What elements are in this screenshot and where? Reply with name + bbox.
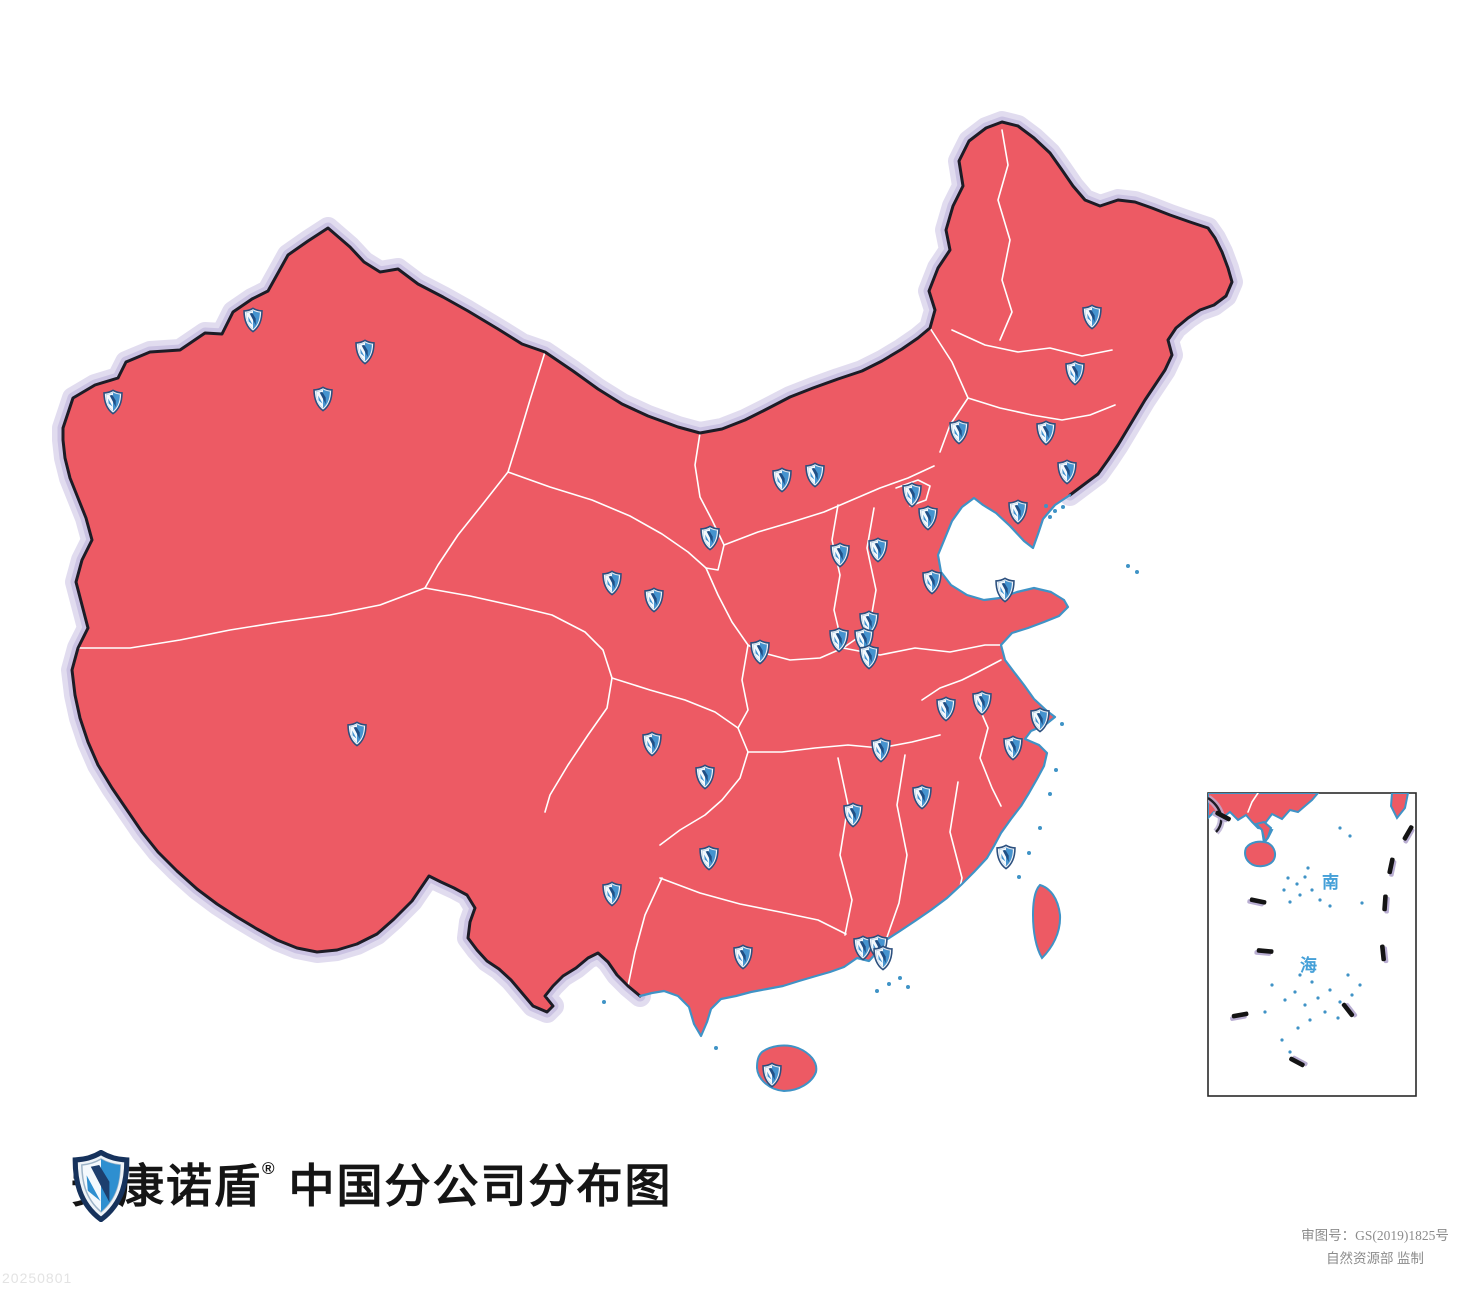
inset-label-sea: 海 bbox=[1300, 955, 1317, 975]
approval-line2: 自然资源部 监制 bbox=[1326, 1251, 1424, 1266]
inset-hainan bbox=[1244, 840, 1277, 868]
national-border bbox=[61, 120, 1234, 1014]
coastal-islets bbox=[602, 504, 1139, 1050]
inset-map: 南 海 bbox=[1207, 792, 1417, 1097]
inset-island-dots bbox=[1263, 826, 1364, 1054]
nine-dash-line bbox=[1212, 810, 1415, 1068]
taiwan-island bbox=[1031, 883, 1062, 960]
inset-label-south: 南 bbox=[1322, 872, 1339, 892]
approval-line1: 审图号：GS(2019)1825号 bbox=[1301, 1228, 1449, 1243]
logo-shield-icon bbox=[72, 1150, 130, 1222]
approval-note: 审图号：GS(2019)1825号 自然资源部 监制 bbox=[1290, 1224, 1460, 1270]
mainland bbox=[63, 122, 1232, 1036]
province-borders bbox=[77, 129, 1116, 987]
watermark: 20250801 bbox=[2, 1270, 73, 1286]
coastline bbox=[638, 493, 1072, 1038]
inset-mainland-coast-fix bbox=[1254, 820, 1273, 845]
page-title: 安康诺盾® 中国分公司分布图 bbox=[70, 1159, 673, 1212]
inset-taiwan bbox=[1389, 793, 1410, 820]
branch-shield-icon bbox=[873, 945, 893, 971]
map-title-block: 安康诺盾® 中国分公司分布图 bbox=[70, 1150, 673, 1222]
branch-shield-icon bbox=[996, 844, 1016, 870]
